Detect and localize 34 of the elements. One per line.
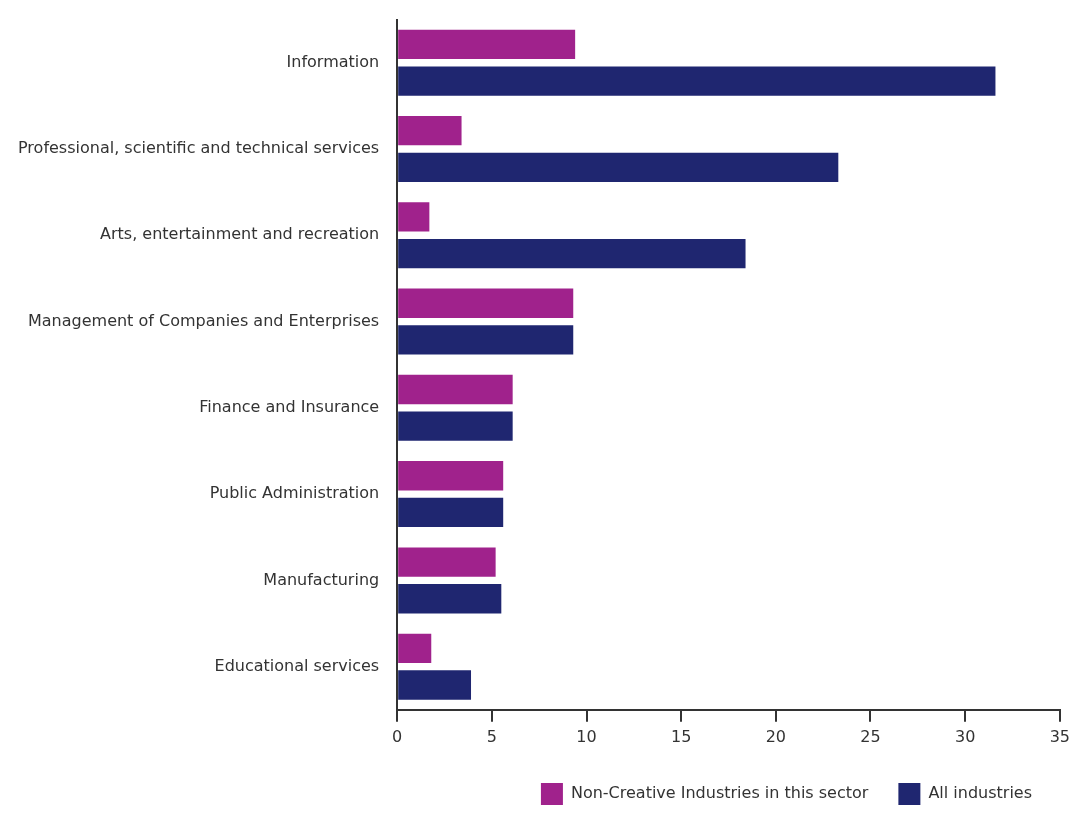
y-tick-label: Educational services [214, 655, 380, 675]
bar [398, 411, 513, 441]
y-tick-label: Manufacturing [263, 569, 380, 589]
bar [398, 461, 504, 491]
bar [398, 547, 496, 577]
bar [398, 325, 574, 355]
bar [398, 374, 513, 405]
x-tick-label: 10 [576, 726, 597, 746]
bar [398, 29, 576, 60]
y-tick-label: Public Administration [209, 483, 380, 503]
y-tick-label: Professional, scientific and technical services [17, 138, 380, 158]
y-tick-label: Information [286, 51, 380, 71]
bar [398, 288, 574, 318]
bar [398, 238, 746, 269]
legend-label: Non-Creative Industries in this sector [570, 783, 869, 803]
y-tick-label: Management of Companies and Enterprises [27, 310, 380, 330]
bar [398, 202, 430, 232]
bar [398, 497, 504, 528]
bar [398, 66, 996, 96]
x-tick-label: 20 [765, 726, 787, 746]
x-tick-label: 15 [670, 726, 692, 746]
legend-label: All industries [928, 783, 1033, 803]
bar [398, 116, 462, 146]
x-tick-label: 30 [954, 726, 976, 746]
y-tick-label: Finance and Insurance [199, 396, 380, 416]
y-tick-label: Arts, entertainment and recreation [100, 224, 380, 244]
bar [398, 670, 472, 700]
x-tick-label: 25 [860, 726, 881, 746]
x-tick-label: 35 [1049, 726, 1070, 746]
bar [398, 633, 432, 663]
bar [398, 152, 839, 183]
x-tick-label: 5 [486, 726, 497, 746]
bar [398, 584, 502, 614]
x-tick-label: 0 [392, 726, 403, 746]
